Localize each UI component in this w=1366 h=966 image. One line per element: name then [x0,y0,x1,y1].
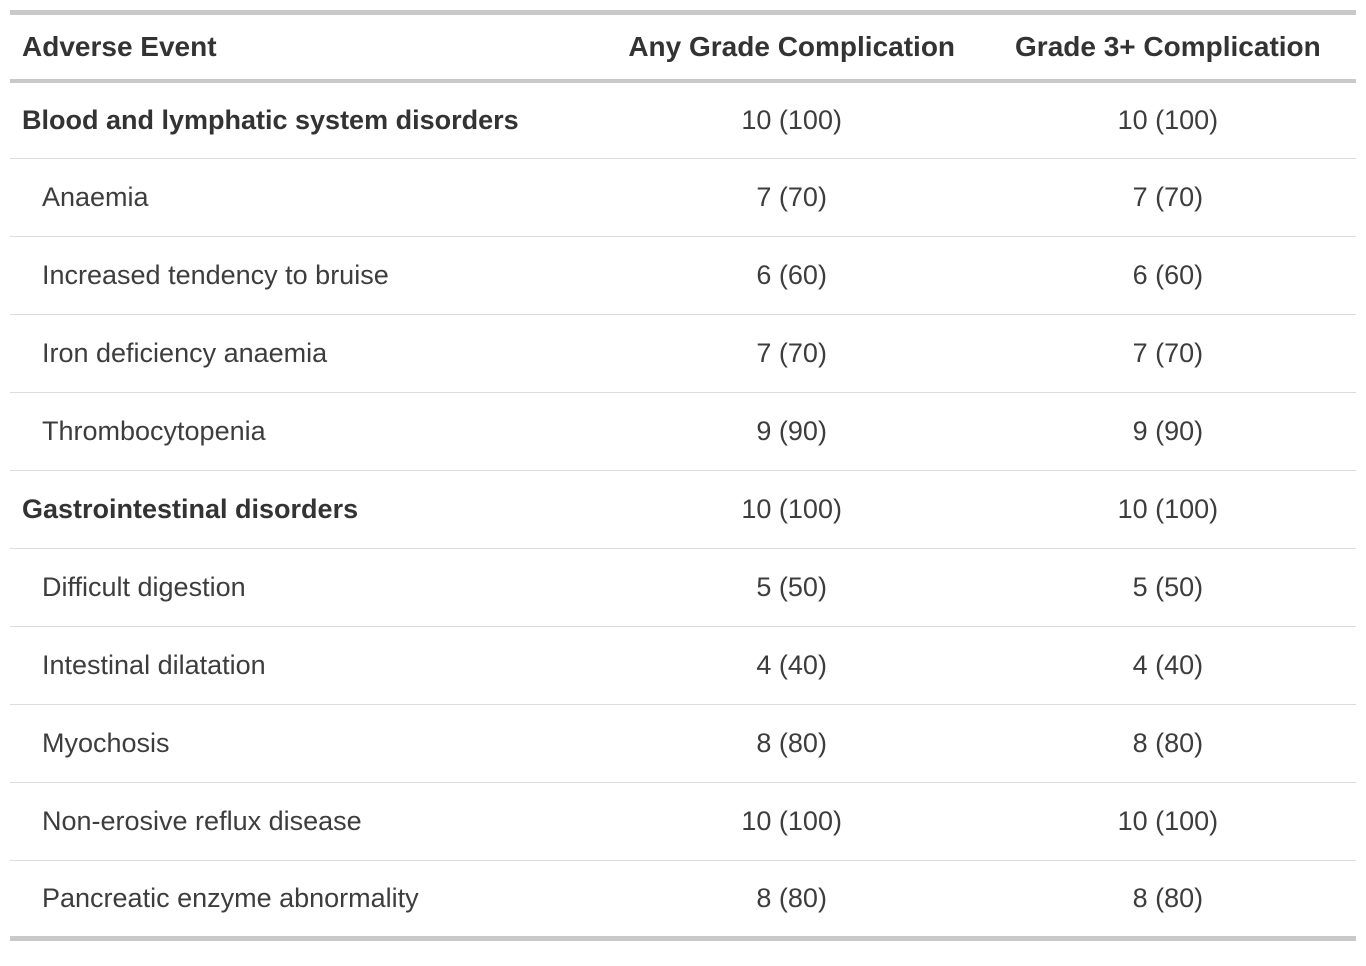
grade3plus-cell: 8 (80) [1132,728,1204,758]
any-grade-cell: 8 (80) [756,883,827,913]
table-header-row: Adverse Event Any Grade Complication Gra… [10,12,1356,81]
grade3plus-cell: 9 (90) [1132,416,1204,446]
any-grade-cell: 10 (100) [741,806,842,836]
adverse-events-table-container: Adverse Event Any Grade Complication Gra… [10,10,1356,941]
adverse-event-cell: Pancreatic enzyme abnormality [42,883,419,913]
table-row: Thrombocytopenia 9 (90) 9 (90) [10,393,1356,471]
grade3plus-cell: 5 (50) [1132,572,1204,602]
table-row: Increased tendency to bruise 6 (60) 6 (6… [10,237,1356,315]
table-row: Intestinal dilatation 4 (40) 4 (40) [10,627,1356,705]
adverse-event-cell: Difficult digestion [42,572,246,602]
table-row: Iron deficiency anaemia 7 (70) 7 (70) [10,315,1356,393]
grade3plus-cell: 10 (100) [1117,806,1219,836]
grade3plus-cell: 7 (70) [1132,182,1204,212]
grade3plus-cell: 8 (80) [1132,883,1204,913]
any-grade-cell: 4 (40) [756,650,827,680]
any-grade-cell: 8 (80) [756,728,827,758]
adverse-event-cell: Myochosis [42,728,170,758]
table-row: Myochosis 8 (80) 8 (80) [10,705,1356,783]
any-grade-cell: 5 (50) [756,572,827,602]
table-row-category: Gastrointestinal disorders 10 (100) 10 (… [10,471,1356,549]
table-row: Non-erosive reflux disease 10 (100) 10 (… [10,783,1356,861]
adverse-event-cell: Gastrointestinal disorders [22,494,359,524]
adverse-event-cell: Non-erosive reflux disease [42,806,362,836]
table-row: Anaemia 7 (70) 7 (70) [10,159,1356,237]
column-header-grade3plus: Grade 3+ Complication [1015,30,1321,62]
any-grade-cell: 10 (100) [741,494,842,524]
column-header-any-grade: Any Grade Complication [628,30,956,62]
column-header-adverse-event: Adverse Event [22,30,217,62]
table-row-category: Blood and lymphatic system disorders 10 … [10,81,1356,159]
adverse-event-cell: Iron deficiency anaemia [42,338,328,368]
grade3plus-cell: 10 (100) [1117,104,1219,135]
adverse-event-cell: Increased tendency to bruise [42,260,389,290]
grade3plus-cell: 4 (40) [1132,650,1204,680]
any-grade-cell: 10 (100) [741,104,842,135]
adverse-event-cell: Anaemia [42,182,149,212]
any-grade-cell: 7 (70) [756,338,827,368]
adverse-event-cell: Blood and lymphatic system disorders [22,104,519,135]
table-row: Pancreatic enzyme abnormality 8 (80) 8 (… [10,861,1356,939]
any-grade-cell: 6 (60) [756,260,827,290]
any-grade-cell: 7 (70) [756,182,827,212]
grade3plus-cell: 6 (60) [1132,260,1204,290]
table-row: Difficult digestion 5 (50) 5 (50) [10,549,1356,627]
adverse-event-cell: Intestinal dilatation [42,650,266,680]
adverse-event-cell: Thrombocytopenia [42,416,266,446]
grade3plus-cell: 10 (100) [1117,494,1219,524]
grade3plus-cell: 7 (70) [1132,338,1204,368]
any-grade-cell: 9 (90) [756,416,827,446]
adverse-events-table: Adverse Event Any Grade Complication Gra… [10,10,1356,941]
